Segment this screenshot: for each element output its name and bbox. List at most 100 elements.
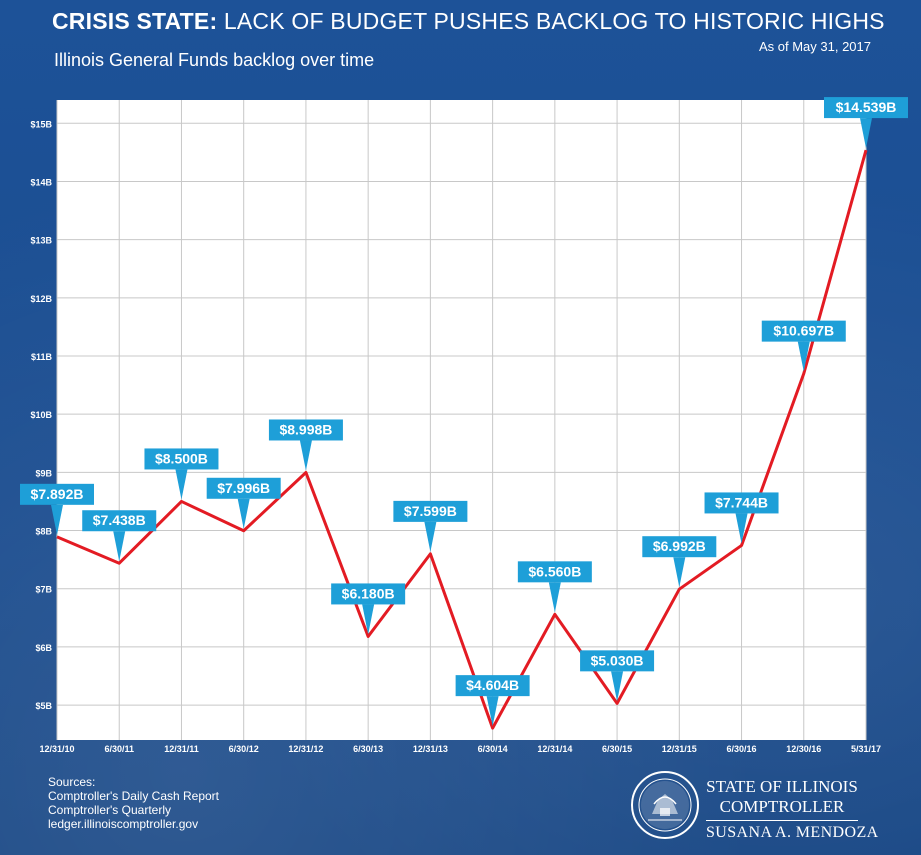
y-tick-label: $12B (30, 294, 52, 304)
data-label: $7.744B (715, 494, 768, 510)
data-label: $7.996B (217, 480, 270, 496)
title-bold: CRISIS STATE: (52, 8, 218, 34)
backlog-series-line (56, 149, 868, 730)
data-label-box (20, 483, 94, 505)
y-tick-label: $7B (35, 585, 52, 595)
data-label-box (206, 477, 281, 499)
data-label: $10.697B (773, 323, 834, 339)
data-label-pointer (673, 557, 686, 588)
data-label: $8.500B (155, 450, 208, 466)
x-tick-label: 12/31/15 (662, 744, 697, 754)
data-label-pointer (860, 118, 872, 149)
sources-heading: Sources: (48, 775, 96, 789)
office-title: COMPTROLLER (719, 797, 845, 816)
data-label: $6.560B (528, 563, 581, 579)
y-tick-label: $6B (35, 643, 52, 653)
data-label: $6.180B (342, 585, 395, 601)
data-label-pointer (113, 531, 126, 562)
data-label-pointer (175, 469, 188, 500)
data-label-box (517, 561, 592, 583)
data-label-pointer (51, 504, 63, 535)
data-label-box (82, 510, 157, 532)
data-label-box (761, 320, 846, 342)
data-label-pointer (486, 696, 499, 727)
data-label-box (704, 492, 779, 514)
data-label: $4.604B (466, 677, 519, 693)
x-tick-label: 12/31/11 (164, 744, 199, 754)
backlog-line-chart: 12/31/10 6/30/11 12/31/11 6/30/12 12/31/12 6/… (20, 97, 908, 754)
x-tick-label: 6/30/12 (229, 744, 259, 754)
data-label-box (331, 583, 406, 605)
data-label-callout: $8.500B (144, 448, 219, 500)
data-label-callout: $7.438B (82, 510, 157, 562)
y-tick-label: $8B (35, 527, 52, 537)
y-tick-label: $5B (35, 701, 52, 711)
data-label-box (144, 448, 219, 470)
data-label-pointer (797, 341, 810, 372)
data-label-callout: $5.030B (580, 650, 655, 702)
x-tick-label: 12/31/14 (537, 744, 572, 754)
data-label-callout: $7.744B (704, 492, 779, 544)
comptroller-office: STATE OF ILLINOIS COMPTROLLER SUSANA A. … (706, 777, 879, 843)
data-label-box (393, 500, 468, 522)
chart-subtitle: Illinois General Funds backlog over time (54, 50, 375, 70)
y-tick-label: $10B (30, 410, 52, 420)
data-label-callout: $8.998B (268, 419, 343, 471)
data-label-box (642, 536, 717, 558)
data-label-pointer (237, 498, 250, 529)
data-label-pointer (299, 440, 312, 471)
data-label-callout: $10.697B (761, 320, 846, 372)
data-label: $7.892B (31, 486, 84, 502)
plot-area (57, 100, 866, 740)
data-label-pointer (611, 671, 624, 702)
title-rest: LACK OF BUDGET PUSHES BACKLOG TO HISTORI… (217, 8, 885, 34)
data-label-callout: $7.599B (393, 500, 468, 552)
data-label-pointer (735, 513, 748, 544)
data-label-box (824, 97, 908, 119)
y-tick-label: $11B (31, 352, 53, 362)
data-label-callout: $6.180B (331, 583, 406, 635)
data-label-pointer (424, 521, 437, 552)
data-label-callout: $7.996B (206, 477, 281, 529)
x-tick-label: 6/30/13 (353, 744, 383, 754)
state-seal-icon (631, 771, 699, 839)
x-tick-label: 6/30/16 (727, 744, 757, 754)
source-item: ledger.illinoiscomptroller.gov (48, 817, 199, 831)
data-label: $8.998B (279, 421, 332, 437)
source-item: Comptroller's Daily Cash Report (48, 789, 220, 803)
data-label-box (268, 419, 343, 441)
data-label-callout: $4.604B (455, 675, 530, 727)
data-label-box (580, 650, 655, 672)
source-item: Comptroller's Quarterly (48, 803, 171, 817)
data-label: $6.992B (653, 538, 706, 554)
y-tick-label: $9B (35, 468, 52, 478)
data-label-pointer (362, 604, 375, 635)
x-tick-label: 6/30/11 (104, 744, 134, 754)
y-tick-label: $13B (30, 236, 52, 246)
data-label: $5.030B (591, 652, 644, 668)
x-tick-label: 12/31/13 (413, 744, 448, 754)
x-tick-label: 6/30/15 (602, 744, 632, 754)
office-state: STATE OF ILLINOIS (706, 777, 858, 796)
office-name: SUSANA A. MENDOZA (706, 824, 879, 841)
x-tick-label: 6/30/14 (478, 744, 508, 754)
data-label-callout: $6.992B (642, 536, 717, 588)
x-tick-label: 5/31/17 (851, 744, 881, 754)
as-of-date: As of May 31, 2017 (758, 39, 871, 54)
data-label-pointer (548, 582, 561, 613)
data-label-callout: $6.560B (517, 561, 592, 613)
data-label: $7.438B (93, 512, 146, 528)
x-tick-label: 12/31/10 (39, 744, 74, 754)
sources-block: Sources: Comptroller's Daily Cash Report… (48, 775, 219, 831)
y-tick-label: $14B (30, 177, 52, 187)
x-tick-label: 12/30/16 (786, 744, 821, 754)
data-label: $7.599B (404, 503, 457, 519)
data-label: $14.539B (836, 99, 897, 115)
office-divider (706, 820, 858, 821)
data-label-box (455, 675, 530, 697)
x-tick-label: 12/31/12 (288, 744, 323, 754)
y-tick-label: $15B (30, 119, 52, 129)
data-label-callout: $14.539B (824, 97, 908, 149)
page-title: CRISIS STATE: LACK OF BUDGET PUSHES BACK… (52, 8, 885, 35)
data-label-callout: $7.892B (20, 483, 94, 535)
